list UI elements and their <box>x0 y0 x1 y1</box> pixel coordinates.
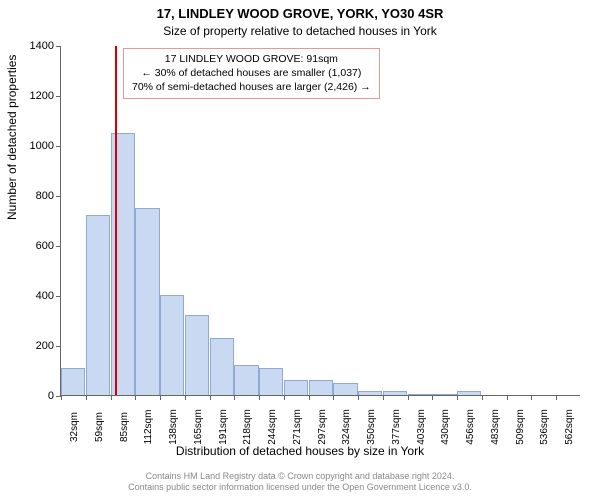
ytick-label: 1000 <box>30 140 61 152</box>
plot-area: 020040060080010001200140032sqm59sqm85sqm… <box>60 46 580 396</box>
xtick-label: 218sqm <box>234 409 253 445</box>
xtick-line <box>259 395 260 400</box>
xtick-line <box>457 395 458 400</box>
xtick-line <box>111 395 112 400</box>
xtick-label: 59sqm <box>86 412 105 442</box>
ytick-label: 1400 <box>30 40 61 52</box>
xtick-label: 112sqm <box>135 410 154 445</box>
ytick-label: 400 <box>36 290 61 302</box>
histogram-bar <box>408 394 432 395</box>
xtick-label: 297sqm <box>309 409 328 445</box>
histogram-bar <box>234 365 258 395</box>
histogram-bar <box>111 133 135 396</box>
xtick-label: 85sqm <box>111 412 130 442</box>
xtick-line <box>531 395 532 400</box>
xtick-line <box>432 395 433 400</box>
xtick-label: 138sqm <box>160 409 179 445</box>
xtick-line <box>507 395 508 400</box>
info-box-line: ← 30% of detached houses are smaller (1,… <box>132 66 371 80</box>
xtick-line <box>333 395 334 400</box>
histogram-bar <box>259 368 283 396</box>
xtick-line <box>482 395 483 400</box>
histogram-bar <box>284 380 308 395</box>
xtick-label: 271sqm <box>284 409 303 445</box>
xtick-line <box>284 395 285 400</box>
xtick-line <box>556 395 557 400</box>
xtick-line <box>210 395 211 400</box>
xtick-line <box>408 395 409 400</box>
histogram-bar <box>135 208 159 396</box>
xtick-label: 244sqm <box>259 409 278 445</box>
histogram-bar <box>333 383 357 396</box>
info-box: 17 LINDLEY WOOD GROVE: 91sqm← 30% of det… <box>123 48 380 99</box>
xtick-line <box>309 395 310 400</box>
xtick-label: 32sqm <box>61 412 80 442</box>
histogram-bar <box>358 391 382 395</box>
xtick-line <box>61 395 62 400</box>
xtick-line <box>135 395 136 400</box>
xtick-label: 483sqm <box>482 409 501 445</box>
license-line2: Contains public sector information licen… <box>0 482 600 494</box>
x-axis-label: Distribution of detached houses by size … <box>0 444 600 458</box>
xtick-label: 430sqm <box>432 409 451 445</box>
xtick-label: 403sqm <box>408 409 427 445</box>
xtick-line <box>185 395 186 400</box>
xtick-label: 350sqm <box>358 409 377 445</box>
title-sub: Size of property relative to detached ho… <box>0 24 600 38</box>
license-line1: Contains HM Land Registry data © Crown c… <box>0 471 600 483</box>
info-box-line: 17 LINDLEY WOOD GROVE: 91sqm <box>132 52 371 66</box>
y-axis-label: Number of detached properties <box>5 55 19 220</box>
histogram-bar <box>383 391 407 395</box>
chart-container: 17, LINDLEY WOOD GROVE, YORK, YO30 4SR S… <box>0 0 600 500</box>
xtick-label: 562sqm <box>556 409 575 445</box>
xtick-label: 324sqm <box>333 409 352 445</box>
histogram-bar <box>160 295 184 395</box>
xtick-line <box>160 395 161 400</box>
histogram-bar <box>432 394 456 395</box>
xtick-label: 377sqm <box>383 409 402 445</box>
xtick-line <box>358 395 359 400</box>
xtick-label: 536sqm <box>531 409 550 445</box>
xtick-line <box>383 395 384 400</box>
ytick-label: 800 <box>36 190 61 202</box>
histogram-bar <box>86 215 110 395</box>
ytick-label: 1200 <box>30 90 61 102</box>
histogram-bar <box>61 368 85 396</box>
info-box-line: 70% of semi-detached houses are larger (… <box>132 80 371 94</box>
xtick-line <box>86 395 87 400</box>
xtick-label: 165sqm <box>185 409 204 445</box>
title-main: 17, LINDLEY WOOD GROVE, YORK, YO30 4SR <box>0 6 600 21</box>
histogram-bar <box>185 315 209 395</box>
xtick-label: 509sqm <box>507 409 526 445</box>
property-marker-line <box>115 46 117 395</box>
xtick-label: 456sqm <box>457 409 476 445</box>
histogram-bar <box>457 391 481 395</box>
ytick-label: 200 <box>36 340 61 352</box>
xtick-line <box>234 395 235 400</box>
ytick-label: 0 <box>48 390 61 402</box>
ytick-label: 600 <box>36 240 61 252</box>
histogram-bar <box>210 338 234 396</box>
histogram-bar <box>309 380 333 395</box>
xtick-label: 191sqm <box>210 409 229 445</box>
license-text: Contains HM Land Registry data © Crown c… <box>0 471 600 494</box>
